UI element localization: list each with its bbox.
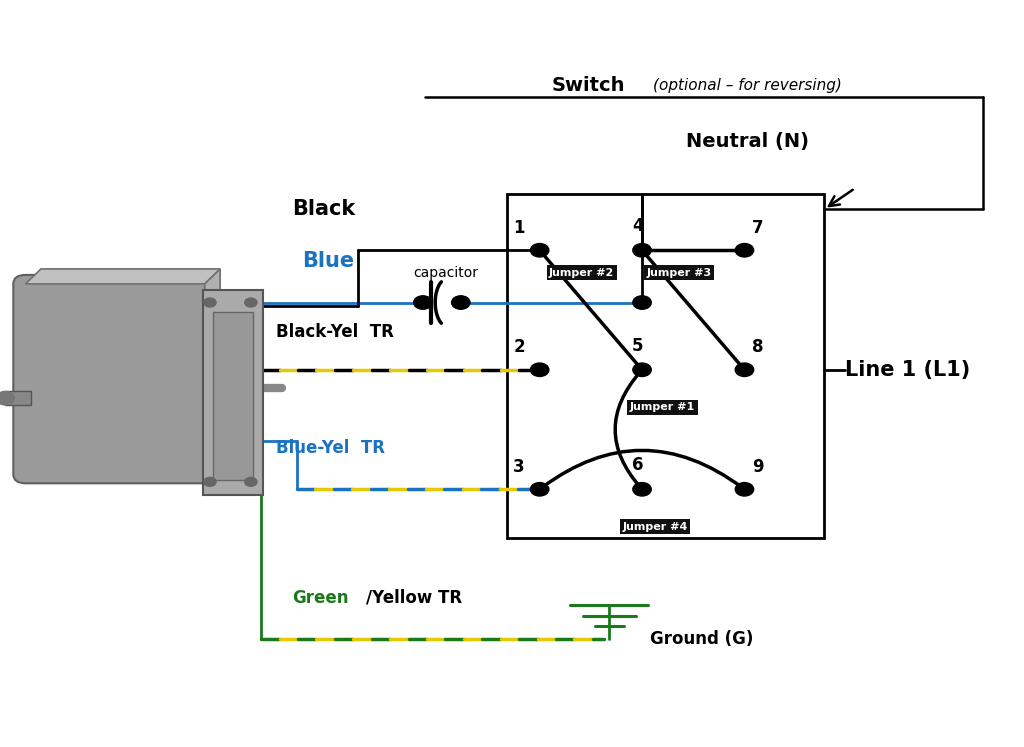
Text: 6: 6 bbox=[632, 456, 644, 474]
Circle shape bbox=[735, 363, 754, 376]
Text: 5: 5 bbox=[632, 337, 644, 355]
Text: capacitor: capacitor bbox=[413, 266, 478, 279]
Circle shape bbox=[530, 363, 549, 376]
Circle shape bbox=[633, 363, 651, 376]
Text: Jumper #4: Jumper #4 bbox=[623, 521, 688, 532]
Text: Jumper #2: Jumper #2 bbox=[549, 267, 614, 278]
FancyBboxPatch shape bbox=[213, 312, 253, 480]
Polygon shape bbox=[26, 269, 220, 284]
Text: Neutral (N): Neutral (N) bbox=[686, 132, 809, 152]
Circle shape bbox=[0, 391, 14, 405]
Circle shape bbox=[245, 477, 257, 486]
Text: Black: Black bbox=[292, 199, 355, 219]
Text: (optional – for reversing): (optional – for reversing) bbox=[653, 78, 842, 93]
Text: Blue-Yel  TR: Blue-Yel TR bbox=[276, 439, 385, 457]
Circle shape bbox=[633, 244, 651, 257]
Circle shape bbox=[735, 483, 754, 496]
Circle shape bbox=[245, 298, 257, 307]
Circle shape bbox=[530, 244, 549, 257]
Text: /Yellow TR: /Yellow TR bbox=[366, 589, 462, 607]
Text: Switch: Switch bbox=[552, 76, 626, 96]
Text: 8: 8 bbox=[752, 338, 764, 356]
Circle shape bbox=[633, 483, 651, 496]
FancyBboxPatch shape bbox=[507, 194, 824, 538]
Text: Line 1 (L1): Line 1 (L1) bbox=[845, 360, 970, 379]
Circle shape bbox=[414, 296, 432, 309]
Text: Jumper #3: Jumper #3 bbox=[646, 267, 712, 278]
Text: Ground (G): Ground (G) bbox=[650, 630, 754, 648]
Text: Blue: Blue bbox=[302, 252, 354, 271]
FancyBboxPatch shape bbox=[13, 275, 217, 483]
Text: 3: 3 bbox=[513, 458, 525, 476]
Circle shape bbox=[530, 483, 549, 496]
Text: 7: 7 bbox=[752, 219, 764, 237]
Text: 4: 4 bbox=[632, 217, 644, 235]
Circle shape bbox=[204, 298, 216, 307]
Text: Black-Yel  TR: Black-Yel TR bbox=[276, 323, 394, 341]
Text: 2: 2 bbox=[513, 338, 525, 356]
Bar bbox=[5, 391, 31, 405]
Polygon shape bbox=[205, 269, 220, 474]
Circle shape bbox=[204, 477, 216, 486]
Circle shape bbox=[735, 244, 754, 257]
Text: Jumper #1: Jumper #1 bbox=[630, 402, 695, 412]
Text: Green: Green bbox=[292, 589, 348, 607]
FancyBboxPatch shape bbox=[203, 290, 263, 495]
Circle shape bbox=[452, 296, 470, 309]
Text: 1: 1 bbox=[513, 219, 525, 237]
Circle shape bbox=[633, 296, 651, 309]
Text: 9: 9 bbox=[752, 458, 764, 476]
